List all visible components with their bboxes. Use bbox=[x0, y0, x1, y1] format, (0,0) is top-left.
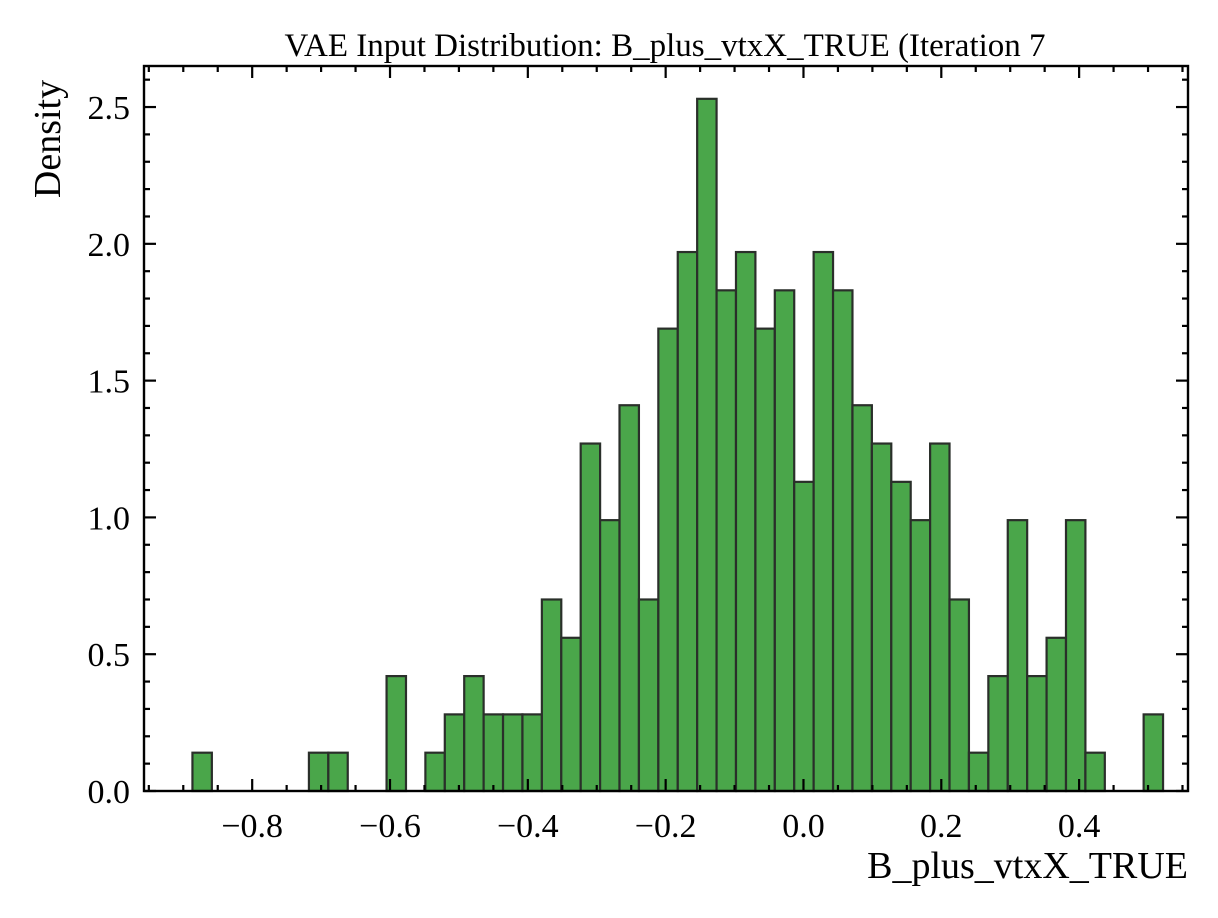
x-tick-label: 0.2 bbox=[920, 808, 963, 845]
histogram-bar bbox=[599, 519, 621, 793]
histogram-bar bbox=[637, 598, 660, 793]
y-tick-label: 1.0 bbox=[88, 500, 131, 537]
histogram-bar bbox=[754, 327, 776, 793]
histogram-bar bbox=[579, 442, 602, 793]
histogram-bar bbox=[1064, 519, 1087, 793]
x-tick-label: 0.4 bbox=[1058, 808, 1101, 845]
histogram-bar bbox=[1045, 636, 1068, 793]
histogram-bar bbox=[463, 674, 485, 793]
x-tick-label: −0.2 bbox=[635, 808, 697, 845]
histogram-bar bbox=[560, 636, 582, 793]
axis-ticks: −0.8 −0.6 −0.4 −0.2 0.0 0.2 0.4 0.0 0.5 1.0 1.5 2.0… bbox=[88, 66, 1188, 845]
histogram-bar bbox=[812, 250, 835, 793]
histogram-bar bbox=[967, 751, 990, 793]
x-tick-label: −0.4 bbox=[497, 808, 559, 845]
y-tick-label: 2.0 bbox=[88, 227, 131, 264]
histogram-bar bbox=[715, 289, 738, 793]
histogram-bar bbox=[734, 250, 757, 793]
plot-frame bbox=[142, 64, 1190, 793]
x-axis-label: B_plus_vtxX_TRUE bbox=[867, 845, 1188, 887]
x-tick-label: 0.0 bbox=[782, 808, 825, 845]
histogram-bar bbox=[987, 674, 1009, 793]
histogram-bar bbox=[657, 327, 679, 793]
histogram-bar bbox=[851, 404, 873, 793]
histogram-bar bbox=[191, 751, 213, 793]
histogram-bar bbox=[1142, 713, 1165, 793]
chart-title: VAE Input Distribution: B_plus_vtxX_TRUE… bbox=[284, 28, 1045, 64]
histogram-bar bbox=[831, 289, 854, 793]
y-tick-label: 0.5 bbox=[88, 637, 131, 674]
histogram-bar bbox=[793, 480, 815, 793]
histogram-bar bbox=[385, 674, 408, 793]
histogram-bar bbox=[676, 250, 699, 793]
x-tick-label: −0.8 bbox=[221, 808, 283, 845]
histogram-bar bbox=[1084, 751, 1106, 793]
y-axis-label: Density bbox=[27, 80, 69, 198]
histogram-bars bbox=[191, 97, 1165, 793]
histogram-bar bbox=[929, 442, 951, 793]
histogram-bar bbox=[696, 97, 718, 793]
histogram-bar bbox=[773, 289, 796, 793]
histogram-bar bbox=[540, 598, 563, 793]
y-tick-label: 0.0 bbox=[88, 774, 131, 811]
histogram-bar bbox=[482, 713, 505, 793]
histogram-bar bbox=[1006, 519, 1029, 793]
histogram-bar bbox=[870, 442, 893, 793]
histogram-bar bbox=[1026, 674, 1048, 793]
histogram-bar bbox=[424, 751, 446, 793]
histogram-bar bbox=[521, 713, 543, 793]
x-tick-label: −0.6 bbox=[359, 808, 421, 845]
histogram-bar bbox=[327, 751, 349, 793]
histogram-bar bbox=[948, 598, 971, 793]
y-tick-label: 2.5 bbox=[88, 90, 131, 127]
histogram-bar bbox=[890, 480, 912, 793]
histogram-bar bbox=[618, 404, 641, 793]
y-tick-label: 1.5 bbox=[88, 364, 131, 401]
histogram-bar bbox=[501, 713, 524, 793]
histogram-bar bbox=[909, 519, 932, 793]
histogram-bar bbox=[307, 751, 330, 793]
histogram-bar bbox=[443, 713, 466, 793]
